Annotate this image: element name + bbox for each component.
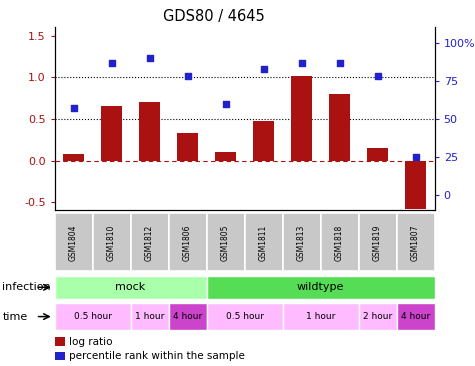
Bar: [245, 213, 283, 272]
Text: log ratio: log ratio: [69, 337, 113, 347]
Bar: [253, 121, 274, 161]
Bar: [55, 276, 207, 299]
Bar: [169, 213, 207, 272]
Bar: [283, 213, 321, 272]
Point: [298, 60, 305, 66]
Text: GSM1812: GSM1812: [145, 224, 154, 261]
Text: wildtype: wildtype: [297, 282, 344, 292]
Text: 1 hour: 1 hour: [306, 312, 335, 321]
Point: [222, 101, 229, 107]
Text: GSM1811: GSM1811: [259, 224, 268, 261]
Text: percentile rank within the sample: percentile rank within the sample: [69, 351, 245, 361]
Bar: [367, 148, 388, 161]
Text: mock: mock: [115, 282, 146, 292]
Bar: [291, 76, 312, 161]
Bar: [207, 213, 245, 272]
Text: 4 hour: 4 hour: [173, 312, 202, 321]
Bar: [321, 213, 359, 272]
Bar: [139, 102, 160, 161]
Bar: [55, 213, 93, 272]
Bar: [131, 213, 169, 272]
Bar: [215, 152, 236, 161]
Point: [412, 154, 419, 160]
Text: GSM1806: GSM1806: [183, 224, 192, 261]
Bar: [359, 213, 397, 272]
Bar: [207, 303, 283, 330]
Bar: [397, 303, 435, 330]
Bar: [55, 352, 65, 361]
Text: GSM1805: GSM1805: [221, 224, 230, 261]
Bar: [359, 303, 397, 330]
Bar: [55, 303, 131, 330]
Text: GSM1813: GSM1813: [297, 224, 306, 261]
Bar: [283, 303, 359, 330]
Bar: [169, 303, 207, 330]
Point: [70, 105, 77, 111]
Bar: [329, 94, 350, 161]
Bar: [207, 276, 435, 299]
Text: GSM1810: GSM1810: [107, 224, 116, 261]
Point: [184, 73, 191, 79]
Bar: [405, 161, 426, 209]
Text: GSM1804: GSM1804: [69, 224, 78, 261]
Text: infection: infection: [2, 282, 51, 292]
Text: 0.5 hour: 0.5 hour: [74, 312, 112, 321]
Bar: [63, 154, 84, 161]
Text: GSM1818: GSM1818: [335, 224, 344, 261]
Point: [146, 55, 153, 61]
Text: 2 hour: 2 hour: [363, 312, 392, 321]
Text: GSM1819: GSM1819: [373, 224, 382, 261]
Bar: [93, 213, 131, 272]
Text: time: time: [2, 311, 28, 322]
Point: [260, 66, 267, 72]
Text: GSM1807: GSM1807: [411, 224, 420, 261]
Bar: [177, 133, 198, 161]
Point: [336, 60, 343, 66]
Text: 0.5 hour: 0.5 hour: [226, 312, 264, 321]
Bar: [55, 337, 65, 346]
Text: 1 hour: 1 hour: [135, 312, 164, 321]
Text: GDS80 / 4645: GDS80 / 4645: [163, 9, 265, 24]
Point: [108, 60, 115, 66]
Bar: [101, 107, 122, 161]
Bar: [131, 303, 169, 330]
Text: 4 hour: 4 hour: [401, 312, 430, 321]
Point: [374, 73, 381, 79]
Bar: [397, 213, 435, 272]
